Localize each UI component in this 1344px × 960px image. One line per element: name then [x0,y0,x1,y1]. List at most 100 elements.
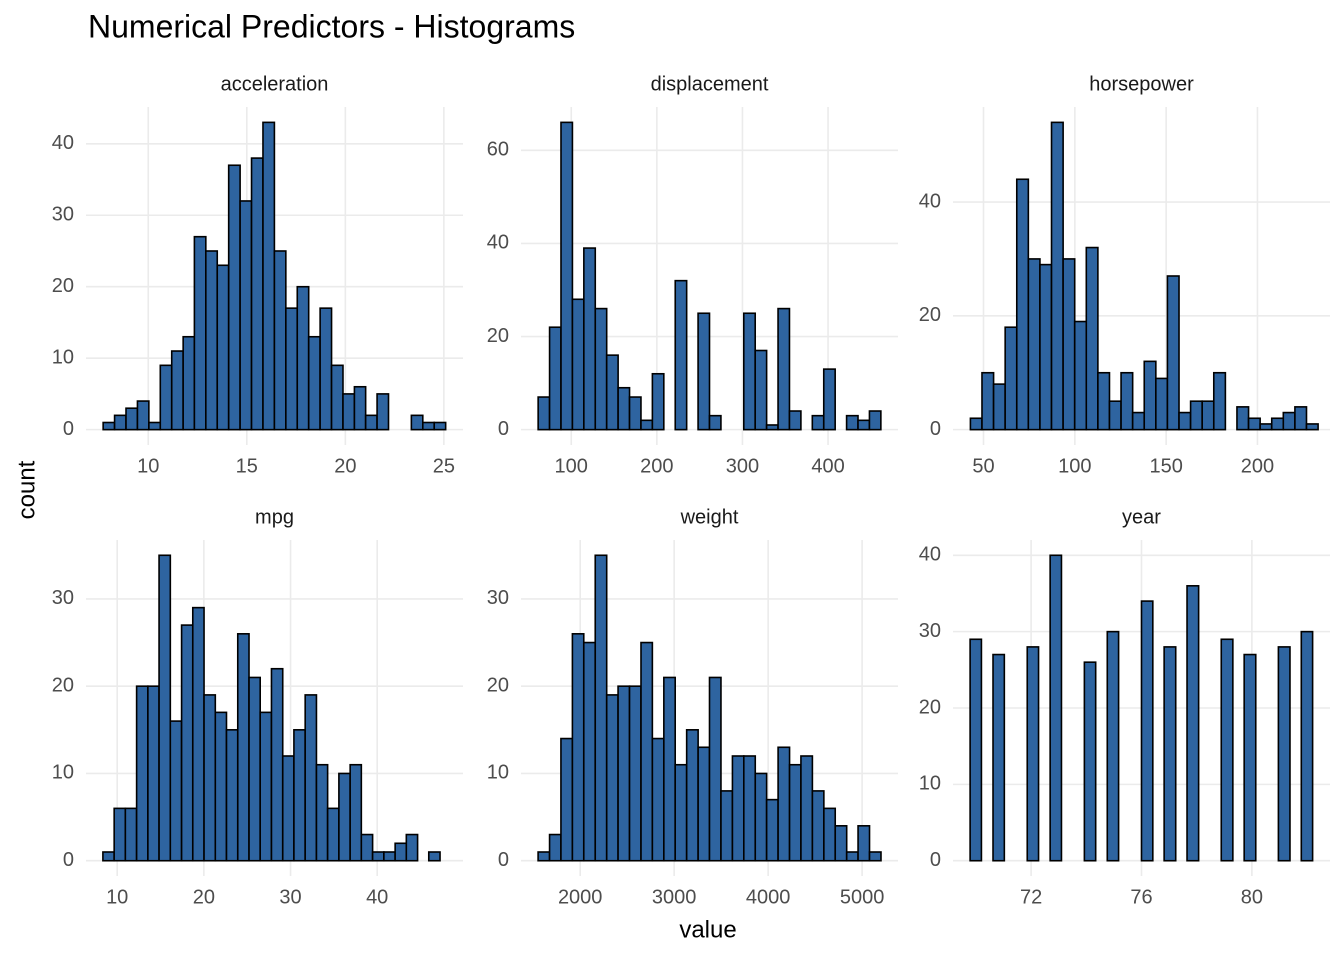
histogram-bar [594,554,608,862]
histogram-bar [1097,371,1111,431]
histogram-bar [113,414,127,431]
facet-title: horsepower [1089,73,1194,95]
histogram-bar [360,833,374,862]
histogram-bar [594,307,608,431]
histogram-bar [537,851,551,862]
histogram-bar [1108,400,1122,431]
histogram-bar [605,354,619,431]
histogram-bar [1212,371,1227,431]
histogram-bar [560,121,574,431]
histogram-bar [1163,646,1177,862]
histogram-bar [180,624,194,862]
histogram-bar [754,349,768,431]
x-tick-label: 200 [1241,455,1274,477]
histogram-bar [1106,630,1120,862]
y-tick-label: 40 [52,132,74,154]
histogram-bar [214,711,228,862]
histogram-bar [405,833,419,862]
histogram-bar [227,164,241,431]
histogram-bar [248,676,262,862]
histogram-bar [685,729,699,862]
histogram-bar [1243,653,1257,862]
x-tick-label: 80 [1241,886,1263,908]
histogram-bar [1259,423,1273,431]
histogram-bar [376,393,390,431]
histogram-bar [708,676,722,862]
y-tick-label: 40 [919,544,941,566]
y-tick-label: 0 [63,418,74,440]
histogram-bar [811,414,825,431]
y-axis-label: count [13,460,40,519]
facet-panel: year 0 10 20 30 40 72 76 80 [919,506,1330,908]
histogram-bar [285,307,299,431]
histogram-bar [330,364,344,431]
histogram-bar [338,772,351,862]
x-tick-label: 15 [236,455,258,477]
y-tick-label: 60 [487,139,509,161]
histogram-bar [1189,400,1203,431]
histogram-bar [845,414,859,431]
histogram-bar [1236,406,1250,431]
histogram-bar [548,326,562,431]
histogram-bar [1049,554,1063,862]
histogram-bar [296,285,310,431]
histogram-bar [857,825,871,862]
histogram-bar [822,368,836,431]
histogram-bar [800,755,814,862]
y-tick-label: 10 [487,762,509,784]
histogram-bar [651,737,665,862]
histogram-bar [1294,406,1308,431]
histogram-bar [674,279,688,431]
histogram-bar [1015,178,1030,431]
facet-title: displacement [651,73,769,95]
histogram-bar [1131,411,1146,431]
histogram-bar [239,200,253,431]
histogram-bar [250,157,264,431]
histogram-bar [548,833,562,862]
facet-title: weight [680,506,739,528]
x-tick-label: 100 [1058,455,1091,477]
histogram-bar [1220,638,1234,862]
y-tick-label: 10 [919,773,941,795]
histogram-bar [628,685,642,862]
histogram-bar [742,312,757,431]
histogram-bar [708,414,722,431]
histogram-bar [170,350,184,431]
histogram-bar [969,417,983,431]
histogram-bar [1155,377,1169,431]
histogram-bar [582,641,597,862]
histogram-bar [1201,400,1215,431]
x-tick-label: 4000 [746,886,791,908]
facet-panel: weight 0 10 20 30 2000 3000 4000 5000 [487,506,898,908]
histogram-bar [147,685,160,862]
histogram-bar [1004,326,1018,431]
histogram-bar [216,264,230,431]
x-tick-label: 300 [726,455,759,477]
x-axis-label: value [679,916,736,943]
histogram-bar [981,371,995,431]
histogram-bar [720,790,734,862]
histogram-bar [1186,585,1200,862]
histogram-bar [1085,246,1099,431]
y-tick-label: 20 [487,325,509,347]
histogram-bar [777,307,791,431]
histogram-bar [969,638,983,862]
histogram-bar [433,421,447,431]
histogram-bar [605,694,619,862]
histogram-bar [273,250,287,431]
histogram-bar [203,694,217,862]
histogram-bar [205,250,219,431]
y-tick-label: 20 [919,304,941,326]
histogram-bar [304,694,318,862]
histogram-bar [371,851,385,862]
y-tick-label: 30 [919,620,941,642]
histogram-bar [992,383,1006,431]
histogram-bar [394,842,408,862]
histogram-bar [125,407,139,431]
facet-panel: mpg 0 10 20 30 10 20 30 40 [52,506,463,908]
histogram-bar [1062,258,1076,431]
histogram-bar [158,554,172,862]
histogram-bar [1300,630,1314,862]
histogram-bar [353,385,367,431]
y-tick-label: 40 [487,232,509,254]
